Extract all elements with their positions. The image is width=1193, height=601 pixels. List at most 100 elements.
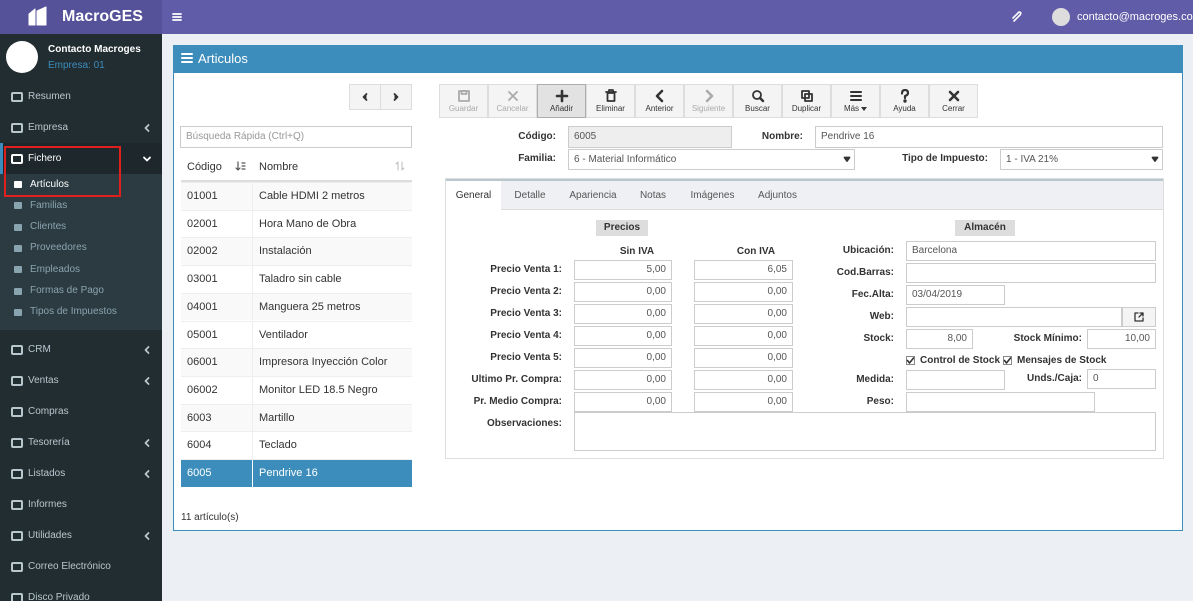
- price-label: Precio Venta 1:: [490, 264, 562, 275]
- price-input[interactable]: 0,00: [574, 348, 672, 368]
- input-ubicacion[interactable]: Barcelona: [906, 241, 1156, 261]
- select-impuesto[interactable]: 1 - IVA 21%: [1000, 148, 1163, 170]
- top-bar: [0, 0, 1193, 34]
- menu-item[interactable]: Utilidades: [28, 529, 72, 541]
- toolbar-button[interactable]: [733, 84, 782, 118]
- price-input[interactable]: 5,00: [574, 260, 672, 280]
- input-unds[interactable]: 0: [1087, 369, 1156, 389]
- menu-item[interactable]: Tesorería: [28, 436, 70, 448]
- list-row[interactable]: [181, 403, 412, 432]
- list-footer: 11 artículo(s): [181, 512, 239, 523]
- price-input[interactable]: 0,00: [694, 326, 793, 346]
- list-cell: 06001: [187, 356, 218, 369]
- field-label: Web:: [869, 311, 894, 322]
- input-alta[interactable]: 03/04/2019: [906, 285, 1005, 305]
- menu-item[interactable]: Correo Electrónico: [28, 560, 111, 572]
- tab[interactable]: Apariencia: [569, 190, 617, 201]
- input-codigo[interactable]: 6005: [568, 126, 732, 148]
- submenu-item[interactable]: Clientes: [30, 221, 67, 233]
- menu-icon: [11, 122, 23, 133]
- list-row[interactable]: [181, 292, 412, 321]
- menu-item[interactable]: Resumen: [28, 90, 71, 102]
- textarea-observaciones[interactable]: [574, 412, 1156, 451]
- menu-item[interactable]: CRM: [28, 343, 51, 355]
- list-row[interactable]: [181, 237, 412, 266]
- column-header[interactable]: Código: [187, 161, 222, 173]
- menu-item[interactable]: Empresa: [28, 121, 69, 133]
- list-cell: 6004: [187, 439, 212, 452]
- list-row[interactable]: [181, 375, 412, 404]
- search-input[interactable]: Búsqueda Rápida (Ctrl+Q): [180, 126, 412, 148]
- tab[interactable]: Detalle: [514, 190, 546, 201]
- price-input[interactable]: 0,00: [694, 304, 793, 324]
- tab[interactable]: Adjuntos: [758, 190, 797, 201]
- price-input[interactable]: 0,00: [694, 392, 793, 412]
- submenu-item[interactable]: Artículos: [30, 178, 69, 190]
- list-row[interactable]: [181, 209, 412, 238]
- menu-item[interactable]: Ventas: [28, 374, 59, 386]
- submenu-item[interactable]: Empleados: [30, 263, 81, 275]
- field-label: Stock Mínimo:: [1013, 333, 1082, 344]
- submenu-item[interactable]: Familias: [30, 199, 68, 211]
- tab[interactable]: Imágenes: [690, 190, 735, 201]
- input-barras[interactable]: [906, 263, 1156, 283]
- menu-item[interactable]: Informes: [28, 498, 67, 510]
- submenu-icon: [14, 266, 22, 274]
- submenu-icon: [14, 244, 22, 252]
- menu-item[interactable]: Fichero: [28, 152, 62, 164]
- list-cell: Taladro sin cable: [259, 273, 342, 286]
- price-input[interactable]: 0,00: [574, 282, 672, 302]
- submenu-item[interactable]: Formas de Pago: [30, 285, 104, 296]
- price-input[interactable]: 0,00: [694, 370, 793, 390]
- submenu-item[interactable]: Tipos de Impuestos: [30, 306, 117, 318]
- list-row[interactable]: [181, 182, 412, 210]
- list-row[interactable]: [181, 348, 412, 376]
- toolbar-button[interactable]: [929, 84, 978, 118]
- nav-next: [393, 93, 399, 101]
- input-medida[interactable]: [906, 370, 1005, 390]
- column-header[interactable]: Nombre: [259, 161, 299, 173]
- toolbar-button[interactable]: [488, 84, 537, 118]
- price-input[interactable]: 0,00: [694, 348, 793, 368]
- submenu-item[interactable]: Proveedores: [30, 242, 87, 254]
- price-input[interactable]: 0,00: [694, 282, 793, 302]
- input-nombre[interactable]: Pendrive 16: [815, 126, 1163, 148]
- tab[interactable]: General: [446, 181, 501, 211]
- select-familia[interactable]: 6 - Material Informático: [568, 148, 855, 170]
- price-label: Precio Venta 5:: [490, 352, 562, 363]
- menu-item[interactable]: Listados: [28, 467, 66, 479]
- price-input[interactable]: 0,00: [574, 370, 672, 390]
- menu-icon: [11, 344, 23, 355]
- list-row[interactable]: [181, 431, 412, 459]
- list-row[interactable]: [181, 320, 412, 349]
- input-web[interactable]: [906, 307, 1122, 327]
- list-row[interactable]: [181, 265, 412, 293]
- list-cell: Ventilador: [259, 328, 308, 341]
- field-label: Fec.Alta:: [851, 289, 894, 300]
- toolbar-button[interactable]: [831, 84, 880, 118]
- toolbar-label-text: Anterior: [645, 104, 674, 113]
- toolbar-label-text: Ayuda: [893, 104, 916, 113]
- submenu-icon: [14, 308, 22, 316]
- input-peso[interactable]: [906, 392, 1095, 412]
- list-cell: 02002: [187, 245, 218, 258]
- toolbar-button[interactable]: [684, 84, 733, 118]
- input-stock_min[interactable]: 10,00: [1087, 329, 1156, 349]
- menu-item[interactable]: Compras: [28, 405, 69, 417]
- list-row[interactable]: [181, 459, 412, 487]
- toolbar-icon: [655, 89, 663, 103]
- field-label: Peso:: [866, 396, 894, 407]
- attach-icon: [1012, 11, 1022, 22]
- toolbar-label: Añadir: [537, 103, 586, 115]
- menu-item[interactable]: Disco Privado: [28, 591, 90, 601]
- price-input[interactable]: 0,00: [574, 304, 672, 324]
- menu-arrow: [144, 376, 150, 385]
- input-stock[interactable]: 8,00: [906, 329, 973, 349]
- price-input[interactable]: 0,00: [574, 326, 672, 346]
- list-cell: 05001: [187, 328, 218, 341]
- user-email: contacto@macroges.com: [1077, 11, 1193, 23]
- price-input[interactable]: 0,00: [574, 392, 672, 412]
- tab[interactable]: Notas: [639, 190, 667, 201]
- price-input[interactable]: 6,05: [694, 260, 793, 280]
- toolbar-button[interactable]: [635, 84, 684, 118]
